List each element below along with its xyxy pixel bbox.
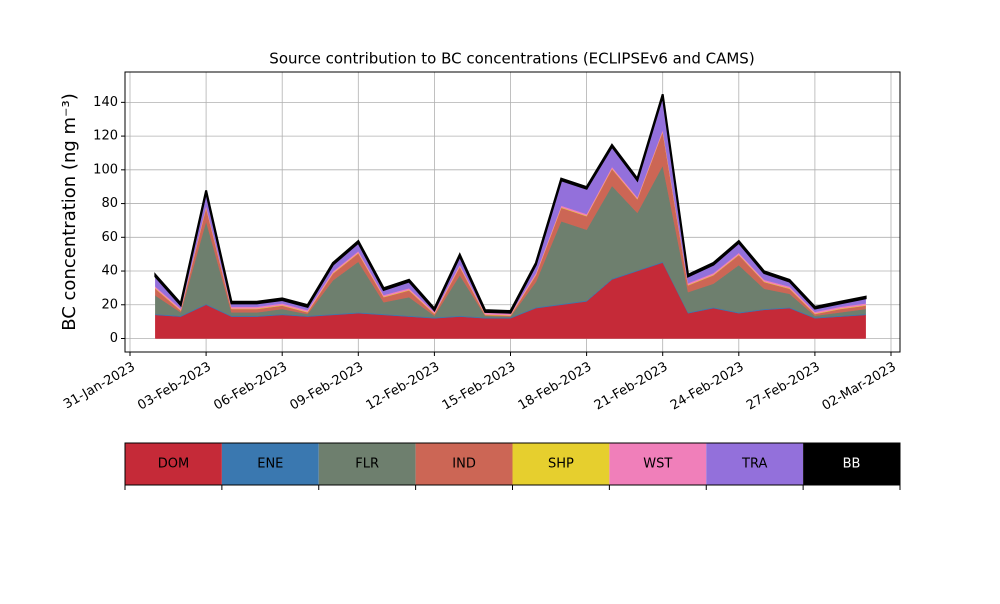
x-tick-label: 31-Jan-2023: [61, 360, 138, 413]
legend-label: SHP: [548, 457, 574, 472]
legend-label: IND: [452, 457, 476, 472]
legend-swatch: [221, 443, 319, 485]
plot-frame: [124, 71, 901, 353]
legend-label: WST: [643, 457, 672, 472]
x-tick-label: 06-Feb-2023: [211, 360, 290, 414]
legend-label: FLR: [355, 457, 379, 472]
legend-label: TRA: [741, 457, 767, 472]
y-tick-label: 80: [101, 196, 118, 211]
x-tick-label: 24-Feb-2023: [668, 360, 747, 414]
x-tick-label: 21-Feb-2023: [592, 360, 671, 414]
legend-swatch: [125, 443, 222, 485]
legend-swatch: [706, 443, 804, 485]
y-tick-label: 100: [93, 162, 118, 177]
x-tick-label: 15-Feb-2023: [440, 360, 519, 414]
x-tick-label: 18-Feb-2023: [516, 360, 595, 414]
legend-swatch: [609, 443, 707, 485]
x-tick-label: 12-Feb-2023: [364, 360, 443, 414]
legend-label: DOM: [158, 457, 189, 472]
y-tick-label: 0: [110, 331, 118, 346]
area: [154, 93, 867, 314]
legend-label: ENE: [257, 457, 283, 472]
legend-swatch: [803, 443, 900, 485]
legend-swatch: [415, 443, 513, 485]
x-tick-label: 09-Feb-2023: [288, 360, 367, 414]
legend-swatch: [318, 443, 416, 485]
x-tick-label: 27-Feb-2023: [744, 360, 823, 414]
chart-title: Source contribution to BC concentrations…: [269, 50, 754, 68]
x-tick-label: 02-Mar-2023: [820, 360, 899, 414]
legend-frame: [124, 442, 901, 486]
y-axis-label: BC concentration (ng m⁻³): [59, 93, 80, 331]
x-tick-label: 03-Feb-2023: [135, 360, 214, 414]
legend-swatch: [512, 443, 610, 485]
y-tick-label: 20: [101, 297, 118, 312]
y-tick-label: 140: [93, 95, 118, 110]
y-tick-label: 120: [93, 129, 118, 144]
y-tick-label: 40: [101, 264, 118, 279]
y-tick-label: 60: [101, 230, 118, 245]
legend-label: BB: [843, 457, 861, 472]
